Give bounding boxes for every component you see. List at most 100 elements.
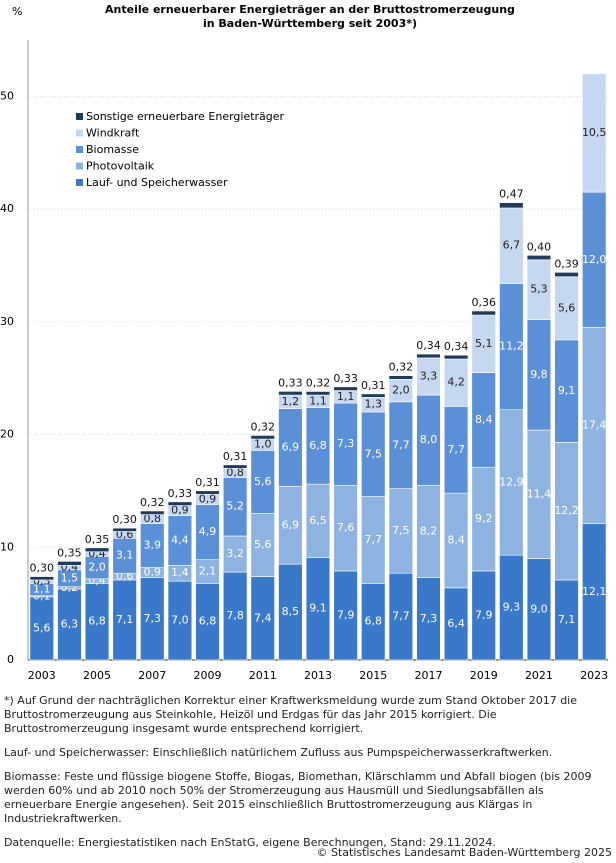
value-label: 6,3 (61, 617, 79, 630)
value-label: 6,8 (309, 439, 327, 452)
value-label: 6,9 (282, 518, 300, 531)
value-label: 3,9 (144, 539, 162, 552)
bar-segment (278, 391, 303, 396)
y-tick-label: 0 (7, 653, 14, 666)
value-label: 0,34 (416, 339, 441, 352)
value-label: 11,2 (499, 340, 524, 353)
value-label: 8,4 (475, 413, 493, 426)
x-tick-label: 2019 (470, 669, 498, 682)
value-label: 7,1 (558, 613, 576, 626)
value-label: 17,4 (582, 419, 607, 432)
value-label: 5,6 (254, 538, 272, 551)
value-label: 7,4 (254, 611, 272, 624)
bar-segment (416, 353, 441, 359)
value-label: 1,3 (364, 398, 382, 411)
value-label: 5,6 (33, 621, 51, 634)
legend-swatch (76, 129, 83, 137)
value-label: 1,5 (61, 571, 79, 584)
value-label: 0,31 (223, 450, 248, 463)
note: Biomasse: Feste und flüssige biogene Sto… (4, 770, 592, 825)
value-label: 0,8 (226, 466, 244, 479)
y-tick-label: 30 (0, 315, 14, 328)
bar-segment (333, 386, 358, 391)
value-label: 0,31 (361, 379, 386, 392)
value-label: 0,36 (471, 296, 496, 309)
value-label: 7,3 (337, 437, 355, 450)
value-label: 7,7 (364, 533, 382, 546)
chart-title: in Baden-Württemberg seit 2003*) (203, 17, 417, 30)
x-tick-label: 2011 (249, 669, 277, 682)
value-label: 3,3 (420, 369, 438, 382)
value-label: 0,34 (444, 340, 469, 353)
value-label: 6,8 (88, 615, 106, 628)
value-label: 0,35 (57, 546, 82, 559)
bar-segment (499, 202, 524, 209)
value-label: 1,2 (282, 395, 300, 408)
bar-segment (167, 501, 193, 506)
value-label: 9,1 (558, 384, 576, 397)
bar-segment (388, 375, 414, 380)
value-label: 8,4 (447, 534, 465, 547)
bar-segment (582, 73, 607, 193)
legend-swatch (76, 113, 83, 120)
value-label: 11,4 (527, 487, 552, 500)
bar-segment (29, 576, 54, 581)
value-label: 0,40 (527, 240, 552, 253)
value-label: 12,0 (582, 253, 607, 266)
value-label: 0,30 (30, 562, 55, 575)
value-label: 8,5 (282, 605, 300, 618)
legend-label: Lauf- und Speicherwasser (86, 176, 228, 189)
notes: *) Auf Grund der nachträglichen Korrektu… (4, 694, 614, 860)
value-label: 0,35 (85, 533, 110, 546)
legend-swatch (76, 146, 83, 153)
x-tick-label: 2021 (525, 669, 553, 682)
value-label: 0,9 (171, 504, 189, 517)
bar-segment (140, 510, 165, 515)
bar-segment (361, 393, 386, 398)
value-label: 0,9 (144, 566, 162, 579)
bar-segment (195, 490, 220, 495)
value-label: 7,0 (171, 614, 189, 627)
bar-segment (305, 391, 331, 396)
value-label: 6,5 (309, 514, 327, 527)
legend-label: Windkraft (86, 127, 140, 140)
value-label: 0,9 (199, 492, 217, 505)
value-label: 7,7 (447, 443, 465, 456)
chart: % Anteile erneuerbarer Energieträger an … (0, 3, 608, 682)
bar-segment (526, 255, 552, 261)
note: Datenquelle: Energiestatistiken nach EnS… (4, 836, 496, 849)
value-label: 12,9 (499, 475, 524, 488)
bar-segment (471, 310, 496, 316)
x-tick-label: 2009 (194, 669, 222, 682)
value-label: 0,32 (251, 420, 276, 433)
value-label: 0,39 (554, 257, 579, 270)
bar-segment (84, 547, 110, 553)
value-label: 6,4 (447, 617, 465, 630)
y-tick-label: 10 (0, 540, 14, 553)
legend-label: Photovoltaik (86, 160, 155, 173)
x-tick-label: 2017 (414, 669, 442, 682)
value-label: 0,32 (389, 361, 414, 374)
legend-box (68, 108, 286, 192)
legend-label: Sonstige erneuerbare Energieträger (86, 110, 285, 123)
y-tick-label: 50 (0, 89, 14, 102)
value-label: 1,1 (309, 394, 327, 407)
note: *) Auf Grund der nachträglichen Korrektu… (4, 694, 578, 735)
y-tick-label: 40 (0, 202, 14, 215)
value-label: 7,3 (420, 612, 438, 625)
value-label: 0,33 (278, 376, 303, 389)
value-label: 1,1 (33, 583, 51, 596)
value-label: 0,30 (112, 513, 137, 526)
copyright: © Statistisches Landesamt Baden-Württemb… (316, 846, 612, 859)
value-label: 3,1 (116, 549, 134, 562)
value-label: 0,8 (144, 512, 162, 525)
value-label: 10,5 (582, 126, 607, 139)
bar-segment (222, 464, 248, 469)
x-tick-label: 2013 (304, 669, 332, 682)
value-label: 0,47 (499, 188, 524, 201)
note: Lauf- und Speicherwasser: Einschließlich… (4, 746, 553, 759)
value-label: 9,0 (530, 602, 548, 615)
x-tick-label: 2007 (138, 669, 166, 682)
value-label: 2,0 (88, 561, 106, 574)
value-label: 2,0 (392, 384, 410, 397)
